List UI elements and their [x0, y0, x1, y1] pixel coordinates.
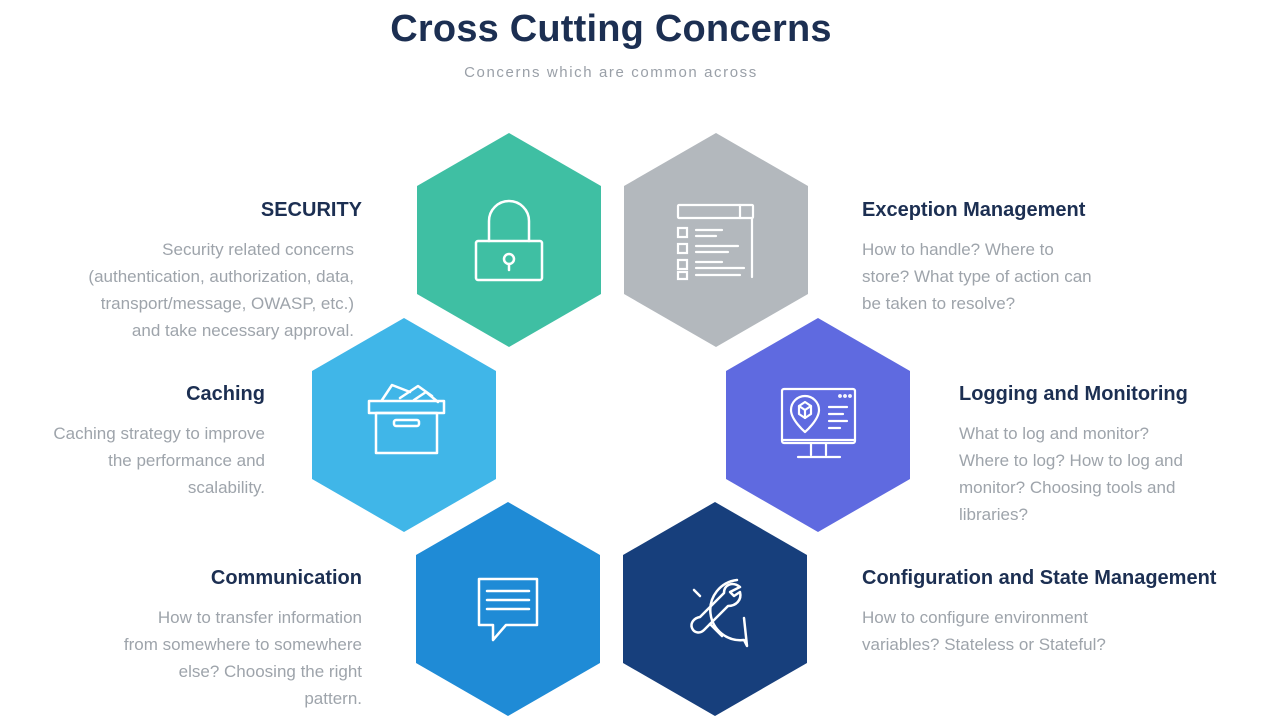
concern-title: Exception Management [862, 199, 1086, 221]
concern-exception: Exception Management How to handle? Wher… [862, 198, 1122, 317]
monitor-icon [780, 387, 857, 459]
concern-title: Caching [186, 383, 265, 405]
concern-title: Communication [210, 567, 362, 589]
concern-caching: Caching Caching strategy to improve the … [20, 382, 265, 501]
concern-description: How to transfer information from somewhe… [123, 608, 362, 708]
concern-communication: Communication How to transfer informatio… [20, 566, 362, 712]
concern-title: SECURITY [260, 199, 362, 221]
concern-description: Caching strategy to improve the performa… [53, 424, 265, 497]
page-title: Cross Cutting Concerns [390, 8, 832, 50]
hexagon-logging [726, 318, 910, 532]
hexagon-security [417, 133, 601, 347]
lock-icon [474, 199, 544, 282]
checklist-icon [676, 203, 755, 281]
concern-title: Configuration and State Management [862, 567, 1217, 589]
concern-description: What to log and monitor? Where to log? H… [959, 424, 1183, 524]
concern-security: SECURITY Security related concerns (auth… [20, 198, 362, 344]
hexagon-caching [312, 318, 496, 532]
concern-title: Logging and Monitoring [959, 383, 1188, 405]
wrench-icon [690, 578, 749, 648]
concern-config: Configuration and State Management How t… [862, 566, 1262, 658]
concern-logging: Logging and Monitoring What to log and m… [959, 382, 1219, 528]
concern-description: How to configure environment variables? … [862, 608, 1106, 654]
hexagon-exception [624, 133, 808, 347]
chat-bubble-icon [477, 577, 539, 642]
hexagon-communication [416, 502, 600, 716]
hexagon-config [623, 502, 807, 716]
concern-description: How to handle? Where to store? What type… [862, 240, 1092, 313]
page-subtitle: Concerns which are common across [464, 64, 758, 81]
archive-box-icon [367, 383, 446, 455]
concern-description: Security related concerns (authenticatio… [88, 240, 354, 340]
